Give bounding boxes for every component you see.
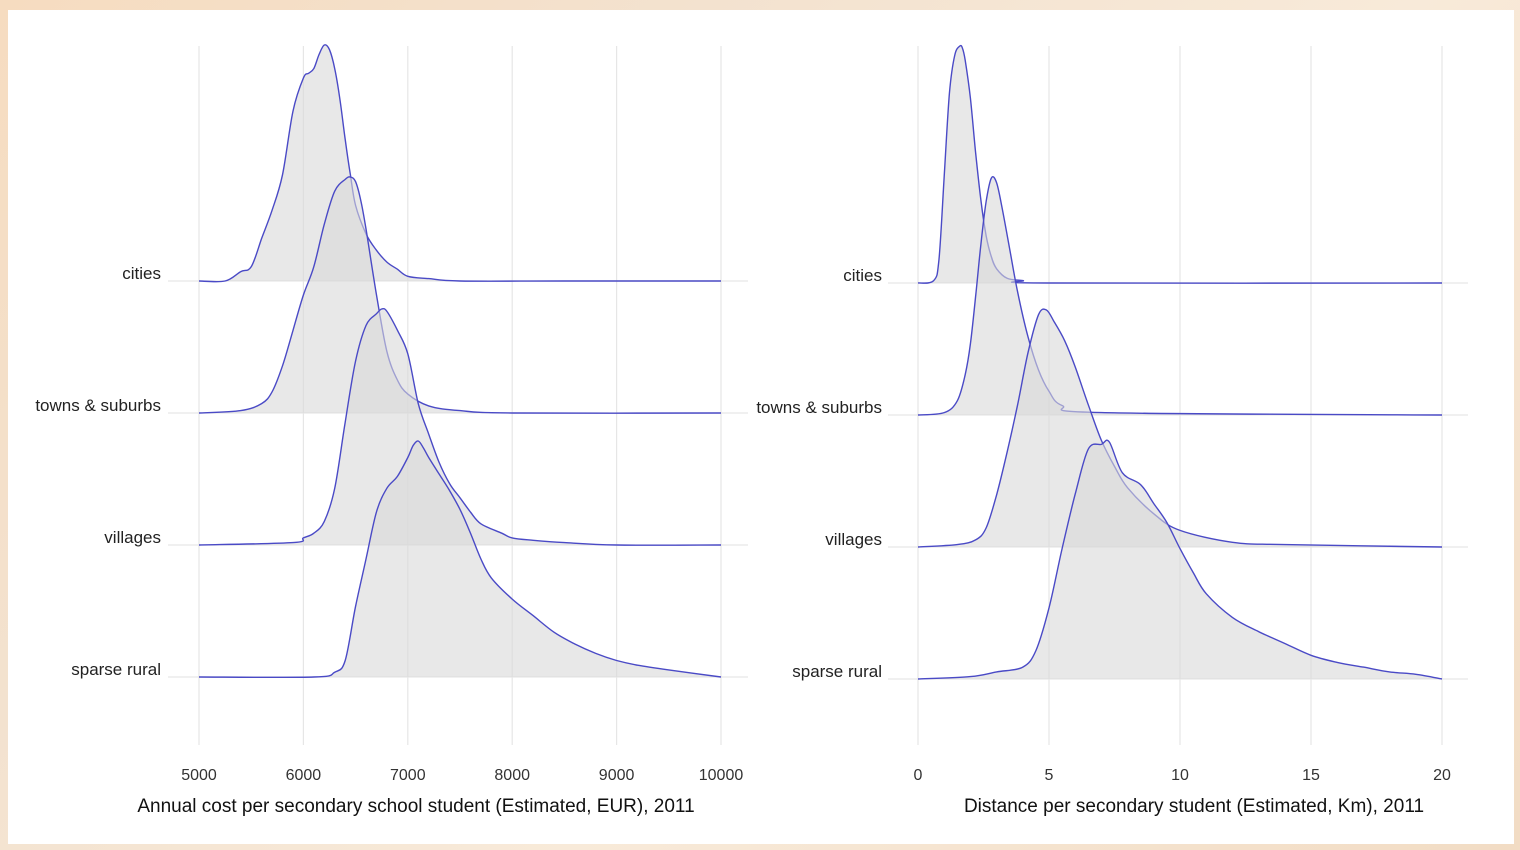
- category-label-towns-suburbs: towns & suburbs: [35, 396, 161, 415]
- ridge-area-sparse-rural: [199, 440, 721, 678]
- x-tick-label: 0: [914, 767, 923, 784]
- ridge-line-villages: [917, 308, 1443, 548]
- x-tick-label: 7000: [390, 767, 426, 784]
- ridge-area-villages: [918, 309, 1442, 547]
- category-label-cities: cities: [122, 264, 161, 283]
- x-tick-label: 10000: [699, 767, 744, 784]
- ridge-line-cities: [198, 44, 721, 283]
- x-tick-label: 9000: [599, 767, 635, 784]
- ridge-line-towns-suburbs: [198, 176, 722, 414]
- category-label-villages: villages: [104, 528, 161, 547]
- x-tick-label: 8000: [494, 767, 530, 784]
- distance-ridgeline-chart: cities towns & suburbs villages sparse rura…: [756, 44, 1468, 817]
- x-tick-label: 15: [1302, 767, 1320, 784]
- category-label-villages: villages: [825, 530, 882, 549]
- x-tick-label: 20: [1433, 767, 1451, 784]
- category-label-towns-suburbs: towns & suburbs: [756, 398, 882, 417]
- x-axis-title: Distance per secondary student (Estimate…: [964, 796, 1424, 817]
- x-tick-label: 6000: [286, 767, 322, 784]
- ridge-area-cities: [918, 45, 1442, 284]
- x-tick-label: 10: [1171, 767, 1189, 784]
- ridge-area-towns-suburbs: [199, 176, 721, 414]
- category-label-sparse-rural: sparse rural: [71, 660, 161, 679]
- chart-panel: cities towns & suburbs villages sparse rura…: [8, 10, 1514, 844]
- ridge-line-sparse-rural: [917, 439, 1443, 680]
- x-axis-title: Annual cost per secondary school student…: [137, 796, 694, 817]
- x-tick-label: 5: [1045, 767, 1054, 784]
- ridge-area-sparse-rural: [918, 440, 1442, 679]
- ridgeline-charts: cities towns & suburbs villages sparse rura…: [35, 44, 1468, 817]
- ridge-line-cities: [917, 44, 1443, 284]
- category-label-cities: cities: [843, 266, 882, 285]
- ridge-line-villages: [198, 307, 722, 546]
- ridge-area-cities: [199, 44, 721, 282]
- ridge-area-towns-suburbs: [918, 176, 1442, 415]
- ridge-line-sparse-rural: [198, 440, 722, 679]
- category-label-sparse-rural: sparse rural: [792, 662, 882, 681]
- x-tick-label: 5000: [181, 767, 217, 784]
- cost-ridgeline-chart: cities towns & suburbs villages sparse rura…: [35, 44, 748, 817]
